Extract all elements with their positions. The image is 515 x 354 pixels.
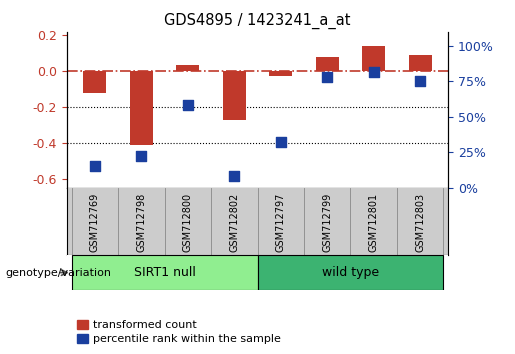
Text: genotype/variation: genotype/variation	[5, 268, 111, 278]
Point	[184, 103, 192, 108]
Bar	[72, 255, 258, 290]
Text: SIRT1 null: SIRT1 null	[133, 266, 196, 279]
Point	[370, 69, 378, 74]
Bar	[408, 55, 432, 71]
Bar	[83, 71, 107, 93]
Bar	[176, 65, 199, 71]
Bar	[269, 71, 293, 76]
Point	[323, 74, 331, 80]
Legend: transformed count, percentile rank within the sample: transformed count, percentile rank withi…	[73, 315, 285, 348]
Point	[91, 164, 99, 169]
Text: GSM712769: GSM712769	[90, 193, 100, 252]
Text: GSM712799: GSM712799	[322, 193, 332, 252]
Bar	[222, 71, 246, 120]
Text: GSM712798: GSM712798	[136, 193, 146, 252]
Text: GSM712803: GSM712803	[415, 193, 425, 252]
Bar	[316, 57, 339, 71]
Bar	[258, 255, 443, 290]
Text: GSM712801: GSM712801	[369, 193, 379, 252]
Text: GSM712802: GSM712802	[229, 193, 239, 252]
Text: GSM712800: GSM712800	[183, 193, 193, 252]
Point	[230, 173, 238, 179]
Bar	[130, 71, 153, 145]
Text: GSM712797: GSM712797	[276, 193, 286, 252]
Text: wild type: wild type	[322, 266, 379, 279]
Title: GDS4895 / 1423241_a_at: GDS4895 / 1423241_a_at	[164, 13, 351, 29]
Point	[137, 154, 145, 159]
Bar	[362, 46, 385, 71]
Point	[277, 139, 285, 145]
Point	[416, 79, 424, 84]
